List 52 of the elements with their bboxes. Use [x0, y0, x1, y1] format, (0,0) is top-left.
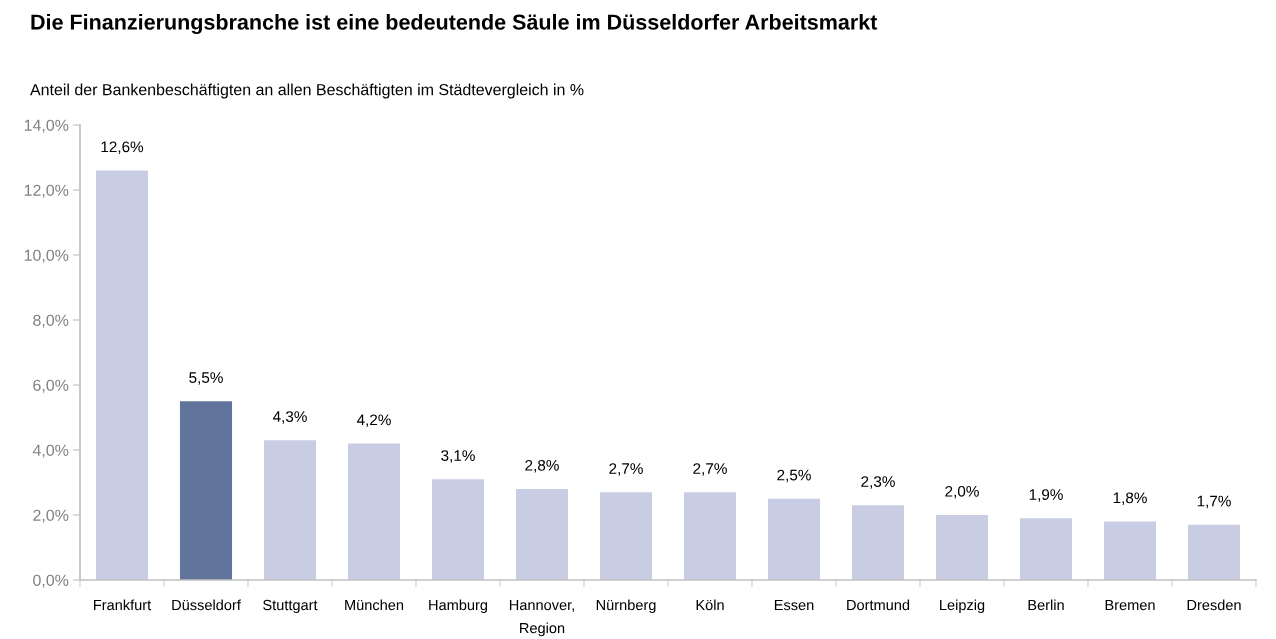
y-tick-label: 12,0%	[24, 184, 69, 198]
data-label: 12,6%	[101, 141, 144, 155]
x-tick-label: Berlin	[1028, 599, 1064, 611]
chart-subtitle: Anteil der Bankenbeschäftigten an allen Beschäftigten im Städtevergleich in %	[30, 83, 584, 99]
x-tick-label: Düsseldorf	[172, 599, 241, 611]
data-label: 2,5%	[777, 469, 811, 483]
y-tick-label: 8,0%	[33, 314, 69, 328]
data-label: 1,9%	[1029, 489, 1063, 502]
x-tick-label: Bremen	[1105, 599, 1155, 611]
y-tick-label: 10,0%	[24, 249, 69, 263]
data-label: 2,0%	[945, 485, 979, 499]
data-label: 1,8%	[1113, 492, 1147, 506]
data-label: 4,2%	[356, 414, 391, 428]
y-tick-label: 4,0%	[32, 444, 69, 458]
x-tick-label: Köln	[696, 599, 724, 611]
bar	[935, 515, 989, 580]
x-tick-label: Stuttgart	[263, 599, 318, 614]
x-tick-label: Hannover, Region	[509, 599, 574, 637]
bar	[263, 440, 317, 580]
chart-title: Die Finanzierungsbranche ist eine bedeutende Säule im Düsseldorfer Arbeitsmarkt	[31, 13, 878, 35]
data-label: 5,5%	[189, 372, 223, 385]
x-tick-label: Hamburg	[429, 599, 488, 614]
bar	[1187, 524, 1241, 580]
bar	[431, 479, 485, 580]
x-tick-label: Frankfurt	[94, 599, 152, 611]
bar	[95, 170, 149, 580]
y-tick-label: 2,0%	[33, 509, 69, 523]
bar	[1019, 518, 1073, 580]
bar	[179, 401, 233, 580]
bar	[515, 489, 569, 580]
data-label: 2,7%	[609, 463, 643, 476]
bar	[1103, 521, 1157, 580]
data-label: 2,7%	[693, 463, 727, 476]
x-tick-label: München	[345, 599, 404, 611]
x-tick-label: Dresden	[1187, 599, 1241, 611]
data-label: 4,3%	[272, 411, 307, 424]
x-tick-label: Nürnberg	[596, 599, 656, 614]
data-label: 2,3%	[861, 476, 895, 489]
y-tick-label: 14,0%	[24, 119, 69, 133]
bar	[347, 443, 401, 580]
x-tick-label: Leipzig	[940, 599, 985, 614]
bar	[599, 492, 653, 580]
y-tick-label: 6,0%	[33, 379, 69, 393]
bar	[683, 492, 737, 580]
x-tick-label: Essen	[774, 599, 814, 611]
y-tick-label: 0,0%	[33, 574, 69, 588]
x-tick-label: Dortmund	[847, 599, 910, 611]
data-label: 2,8%	[525, 459, 559, 473]
bar	[851, 505, 905, 580]
bar	[767, 498, 821, 580]
data-label: 3,1%	[441, 450, 475, 463]
data-label: 1,7%	[1197, 495, 1231, 509]
